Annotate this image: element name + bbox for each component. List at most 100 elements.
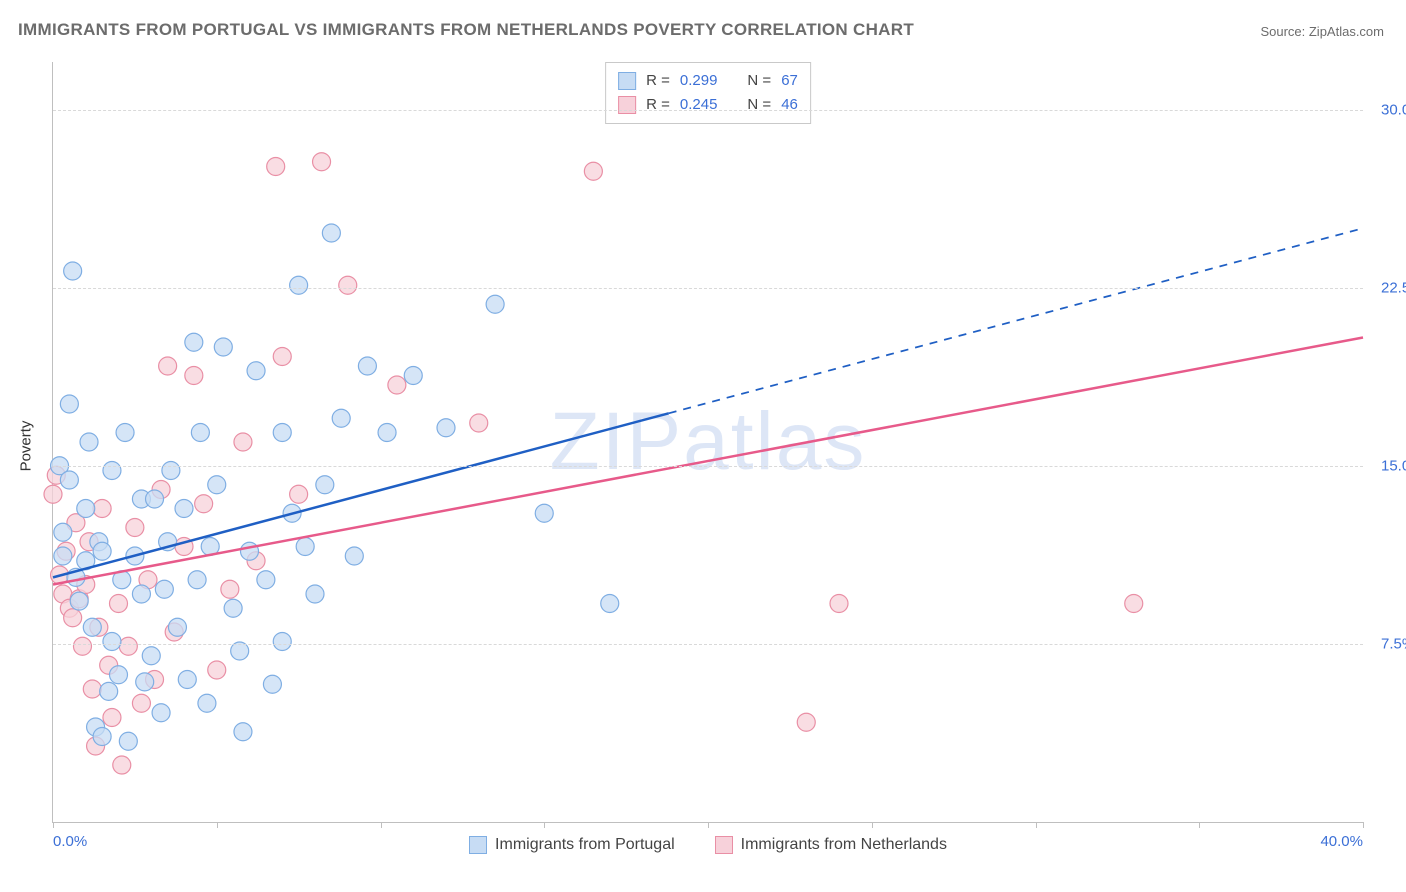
data-point-portugal (155, 580, 173, 598)
swatch-portugal (469, 836, 487, 854)
data-point-portugal (60, 471, 78, 489)
data-point-portugal (486, 295, 504, 313)
data-point-portugal (257, 571, 275, 589)
data-point-netherlands (126, 519, 144, 537)
data-point-netherlands (93, 500, 111, 518)
data-point-portugal (263, 675, 281, 693)
data-point-portugal (316, 476, 334, 494)
data-point-portugal (273, 633, 291, 651)
data-point-netherlands (313, 153, 331, 171)
x-tick-mark (53, 822, 54, 828)
data-point-portugal (152, 704, 170, 722)
data-point-portugal (185, 333, 203, 351)
data-point-netherlands (119, 637, 137, 655)
data-point-portugal (162, 462, 180, 480)
data-point-portugal (132, 585, 150, 603)
data-point-portugal (93, 728, 111, 746)
data-point-netherlands (195, 495, 213, 513)
data-point-portugal (119, 732, 137, 750)
x-tick-mark (872, 822, 873, 828)
data-point-netherlands (830, 595, 848, 613)
data-point-portugal (290, 276, 308, 294)
data-point-netherlands (113, 756, 131, 774)
data-point-netherlands (290, 485, 308, 503)
data-point-portugal (142, 647, 160, 665)
data-point-netherlands (339, 276, 357, 294)
chart-title: IMMIGRANTS FROM PORTUGAL VS IMMIGRANTS F… (18, 20, 914, 40)
data-point-netherlands (159, 357, 177, 375)
data-point-portugal (110, 666, 128, 684)
x-tick-label: 40.0% (1320, 833, 1363, 850)
data-point-portugal (306, 585, 324, 603)
data-point-netherlands (273, 348, 291, 366)
legend-label-portugal: Immigrants from Portugal (495, 836, 675, 854)
data-point-portugal (70, 592, 88, 610)
y-axis-label: Poverty (18, 421, 35, 472)
data-point-portugal (103, 462, 121, 480)
x-tick-label: 0.0% (53, 833, 87, 850)
data-point-portugal (234, 723, 252, 741)
data-point-portugal (322, 224, 340, 242)
data-point-netherlands (73, 637, 91, 655)
x-tick-mark (544, 822, 545, 828)
gridline-h (53, 466, 1363, 467)
source-attribution: Source: ZipAtlas.com (1260, 24, 1384, 39)
x-tick-mark (708, 822, 709, 828)
legend-label-netherlands: Immigrants from Netherlands (741, 836, 947, 854)
data-point-portugal (437, 419, 455, 437)
data-point-portugal (345, 547, 363, 565)
legend-item-portugal: Immigrants from Portugal (469, 836, 675, 854)
data-point-portugal (198, 694, 216, 712)
data-point-portugal (175, 500, 193, 518)
data-point-portugal (60, 395, 78, 413)
y-tick-label: 30.0% (1369, 101, 1406, 118)
data-point-netherlands (388, 376, 406, 394)
y-tick-label: 15.0% (1369, 457, 1406, 474)
x-tick-mark (1363, 822, 1364, 828)
x-tick-mark (1036, 822, 1037, 828)
data-point-netherlands (44, 485, 62, 503)
data-point-portugal (601, 595, 619, 613)
data-point-portugal (273, 424, 291, 442)
data-point-netherlands (470, 414, 488, 432)
data-point-netherlands (64, 609, 82, 627)
data-point-portugal (93, 542, 111, 560)
data-point-netherlands (797, 713, 815, 731)
data-point-portugal (178, 671, 196, 689)
data-point-portugal (296, 538, 314, 556)
chart-container: IMMIGRANTS FROM PORTUGAL VS IMMIGRANTS F… (0, 0, 1406, 892)
y-tick-label: 22.5% (1369, 279, 1406, 296)
y-tick-label: 7.5% (1369, 635, 1406, 652)
data-point-portugal (54, 547, 72, 565)
x-tick-mark (1199, 822, 1200, 828)
data-point-portugal (54, 523, 72, 541)
data-point-portugal (83, 618, 101, 636)
data-point-portugal (208, 476, 226, 494)
data-point-portugal (136, 673, 154, 691)
data-point-netherlands (584, 162, 602, 180)
data-point-netherlands (110, 595, 128, 613)
data-point-netherlands (132, 694, 150, 712)
data-point-portugal (188, 571, 206, 589)
data-point-portugal (535, 504, 553, 522)
data-point-portugal (241, 542, 259, 560)
data-point-portugal (404, 367, 422, 385)
data-point-netherlands (267, 158, 285, 176)
data-point-portugal (224, 599, 242, 617)
x-tick-mark (381, 822, 382, 828)
gridline-h (53, 644, 1363, 645)
gridline-h (53, 288, 1363, 289)
swatch-netherlands (715, 836, 733, 854)
data-point-portugal (214, 338, 232, 356)
data-point-portugal (80, 433, 98, 451)
x-tick-mark (217, 822, 218, 828)
data-point-portugal (168, 618, 186, 636)
data-point-netherlands (185, 367, 203, 385)
data-point-netherlands (234, 433, 252, 451)
legend-series: Immigrants from Portugal Immigrants from… (53, 836, 1363, 854)
legend-item-netherlands: Immigrants from Netherlands (715, 836, 947, 854)
data-point-portugal (247, 362, 265, 380)
data-point-portugal (77, 500, 95, 518)
data-point-portugal (191, 424, 209, 442)
data-point-portugal (100, 682, 118, 700)
